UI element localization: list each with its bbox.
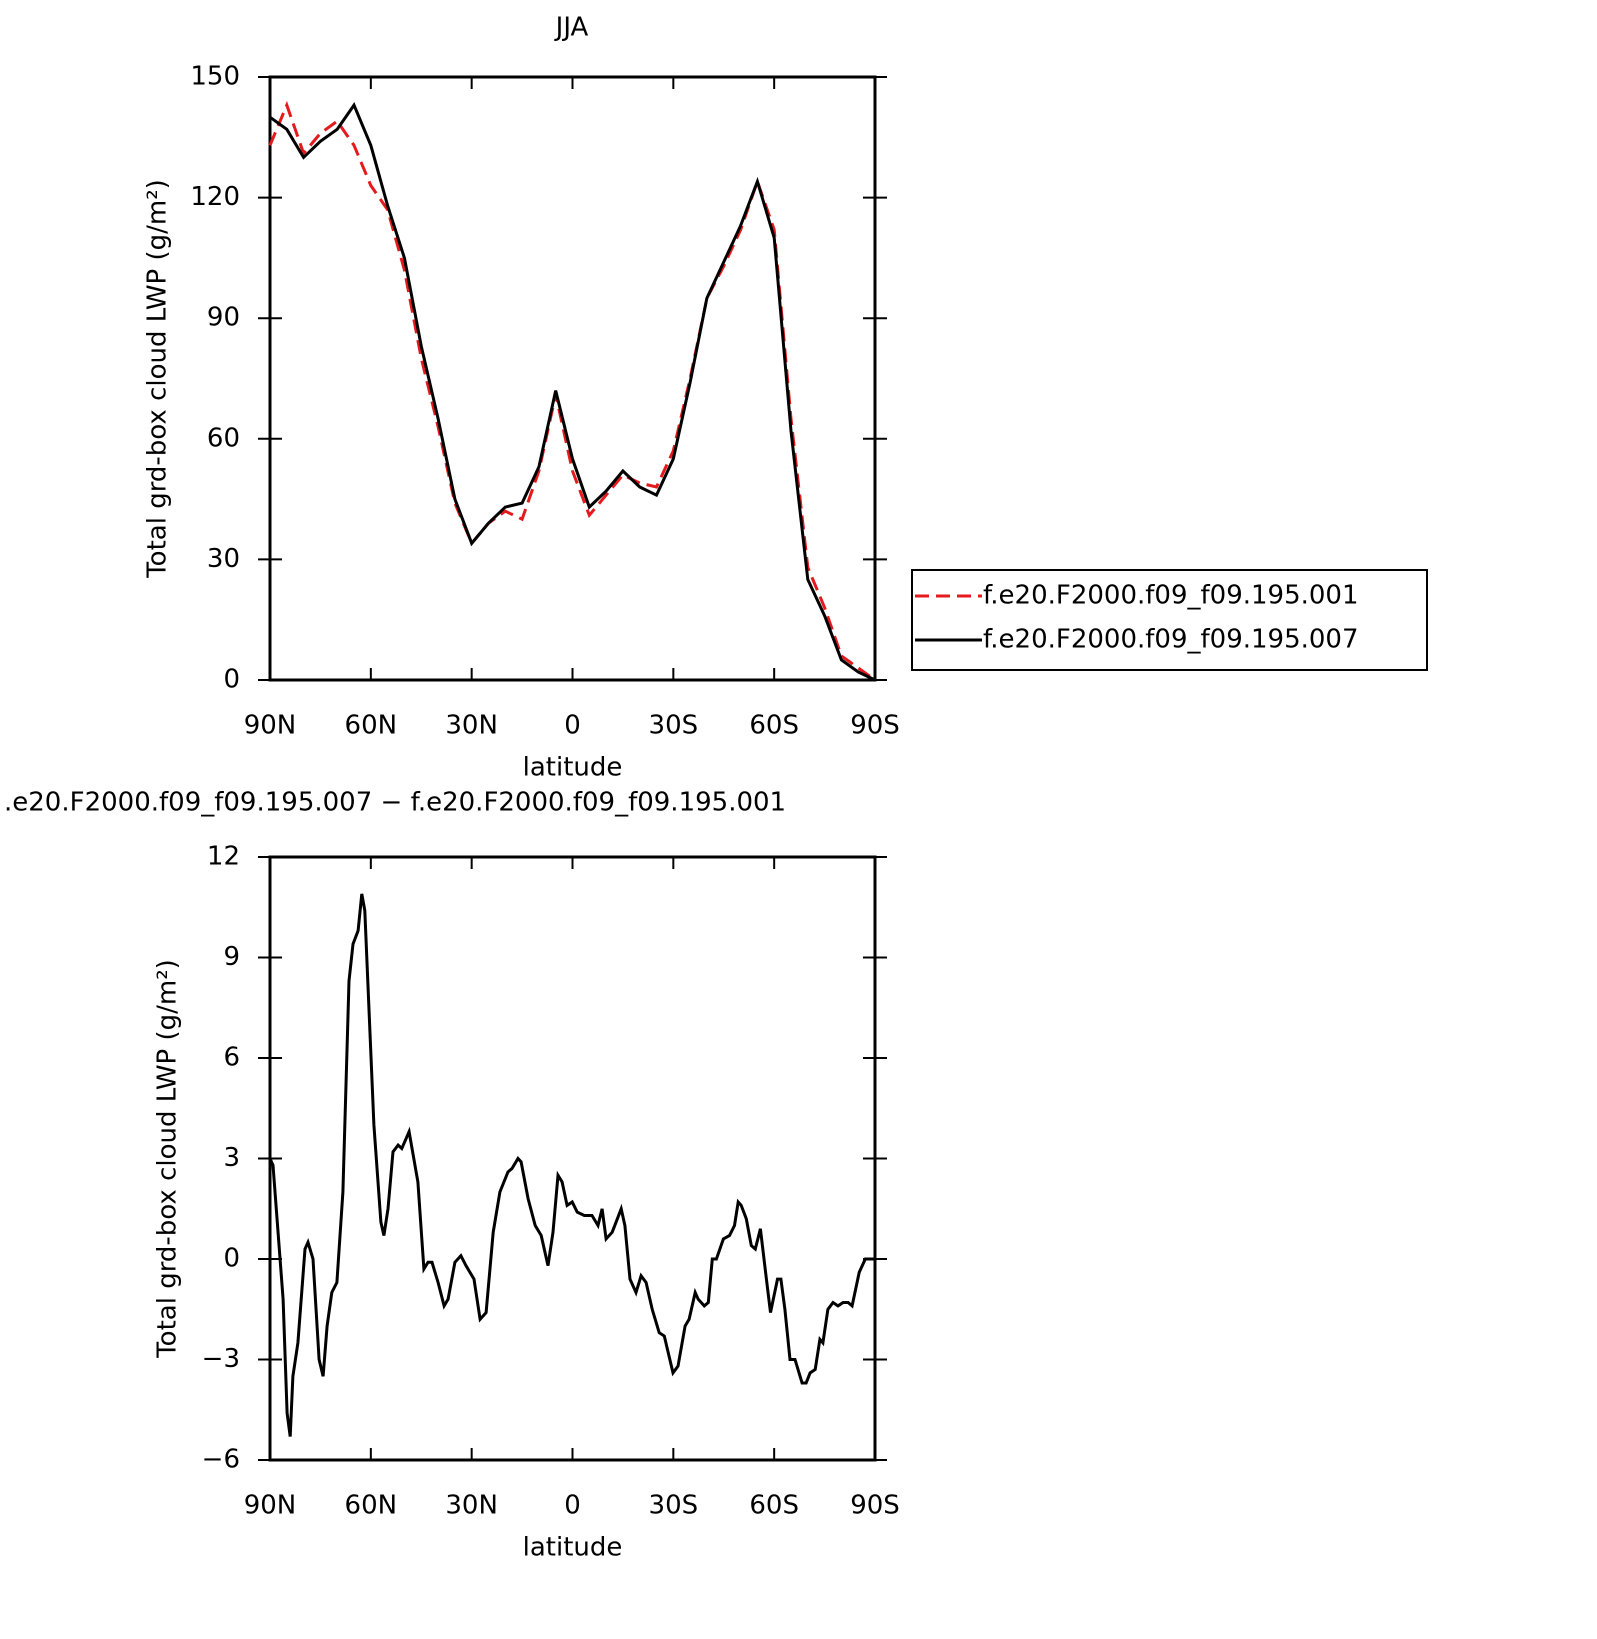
data-line <box>268 893 875 1437</box>
x-tick-label: 0 <box>564 711 581 741</box>
x-tick-label: 30N <box>445 711 498 741</box>
x-tick-label: 30N <box>445 1491 498 1521</box>
chart-title: JJA <box>554 13 589 43</box>
y-tick-label: −6 <box>202 1445 240 1475</box>
y-tick-label: 6 <box>223 1043 240 1073</box>
data-line <box>268 100 876 682</box>
x-tick-label: 90S <box>850 711 900 741</box>
x-tick-label: 60S <box>749 711 799 741</box>
y-tick-label: 120 <box>190 182 240 212</box>
plot-frame <box>268 75 877 682</box>
x-axis-label: latitude <box>523 753 623 783</box>
y-tick-label: 150 <box>190 62 240 92</box>
x-tick-label: 0 <box>564 1491 581 1521</box>
y-tick-label: 60 <box>207 423 240 453</box>
data-line <box>269 101 876 682</box>
x-tick-label: 30S <box>649 711 699 741</box>
y-tick-label: 90 <box>207 303 240 333</box>
y-tick-label: 3 <box>223 1143 240 1173</box>
y-tick-label: 30 <box>207 544 240 574</box>
x-tick-label: 90S <box>850 1491 900 1521</box>
plot-frame <box>268 855 877 1462</box>
legend-label: f.e20.F2000.f09_f09.195.007 <box>983 625 1359 655</box>
y-axis-label: Total grd-box cloud LWP (g/m²) <box>153 959 183 1359</box>
x-tick-label: 90N <box>244 1491 297 1521</box>
x-tick-label: 60N <box>345 1491 398 1521</box>
y-tick-label: 0 <box>223 1244 240 1274</box>
x-axis-label: latitude <box>523 1533 623 1563</box>
x-tick-label: 60S <box>749 1491 799 1521</box>
legend-label: f.e20.F2000.f09_f09.195.001 <box>983 581 1359 611</box>
chart-title: .e20.F2000.f09_f09.195.007 − f.e20.F2000… <box>4 788 786 818</box>
x-tick-label: 60N <box>345 711 398 741</box>
x-tick-label: 90N <box>244 711 297 741</box>
y-tick-label: −3 <box>202 1344 240 1374</box>
x-tick-label: 30S <box>649 1491 699 1521</box>
y-tick-label: 9 <box>223 942 240 972</box>
y-axis-label: Total grd-box cloud LWP (g/m²) <box>143 179 173 579</box>
y-tick-label: 12 <box>207 842 240 872</box>
legend-box <box>911 569 1428 671</box>
y-tick-label: 0 <box>223 665 240 695</box>
